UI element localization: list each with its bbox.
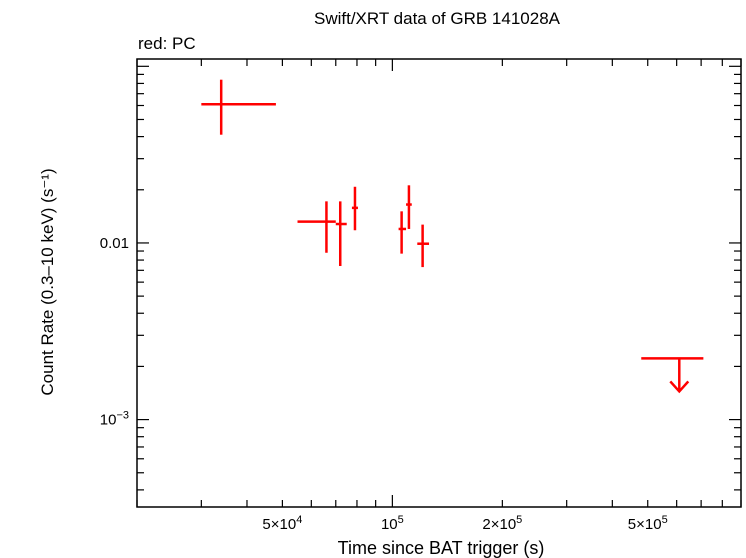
x-tick-label: 5×104 <box>262 514 302 533</box>
x-tick-label-mantissa: 5×10 <box>262 516 296 533</box>
x-tick-label-exponent: 4 <box>296 514 302 526</box>
y-tick-label: 10−3 <box>100 410 129 429</box>
y-tick-label-exponent: −3 <box>116 410 129 422</box>
x-tick-label-mantissa: 2×10 <box>482 516 516 533</box>
data-point <box>351 186 358 231</box>
x-tick-label-exponent: 5 <box>662 514 668 526</box>
x-tick-label-mantissa: 5×10 <box>628 516 662 533</box>
x-tick-label-exponent: 5 <box>398 514 404 526</box>
y-tick-label: 0.01 <box>100 235 129 252</box>
axes <box>136 58 742 508</box>
upper-limit <box>641 357 704 394</box>
upper-limit-arrow-head <box>669 380 690 394</box>
data-points <box>201 79 704 394</box>
y-axis-label: Count Rate (0.3–10 keV) (s⁻¹) <box>38 168 57 395</box>
chart-title: Swift/XRT data of GRB 141028A <box>314 9 561 28</box>
data-point <box>417 224 430 268</box>
axis-ticks <box>136 59 742 507</box>
x-tick-label: 105 <box>381 514 404 533</box>
x-tick-label: 2×105 <box>482 514 522 533</box>
x-axis-label: Time since BAT trigger (s) <box>338 538 545 558</box>
data-point <box>201 79 276 135</box>
x-tick-label: 5×105 <box>628 514 668 533</box>
data-point <box>335 201 347 267</box>
plot-frame <box>136 58 742 508</box>
y-tick-label-mantissa: 0.01 <box>100 235 129 252</box>
chart-subtitle: red: PC <box>138 34 196 53</box>
y-tick-label-mantissa: 10 <box>100 412 117 429</box>
x-tick-label-mantissa: 10 <box>381 516 398 533</box>
x-tick-label-exponent: 5 <box>516 514 522 526</box>
data-point <box>297 201 336 253</box>
data-point <box>406 185 412 229</box>
data-point <box>398 211 407 254</box>
